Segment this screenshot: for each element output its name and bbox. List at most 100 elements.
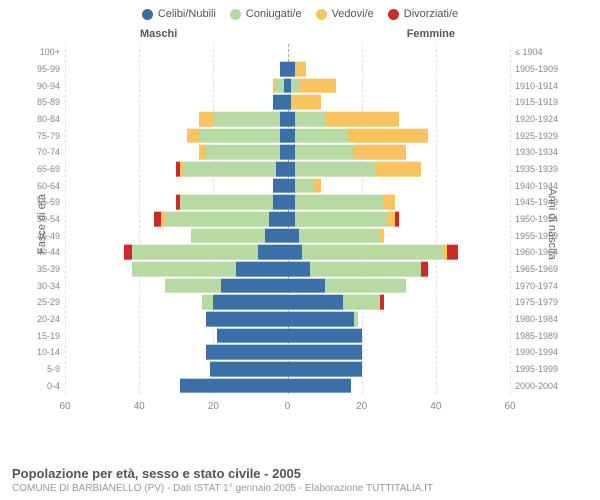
segment-ved [199,112,214,127]
segment-ved [295,62,306,77]
age-tick: 95-99 [20,64,60,74]
age-tick: 90-94 [20,81,60,91]
bar-row [65,244,510,261]
male-bar [280,62,287,77]
segment-con [354,312,358,327]
legend-swatch [316,9,327,20]
birth-tick: 1945-1949 [515,197,580,207]
x-tick: 40 [134,401,145,412]
birth-tick: 1955-1959 [515,231,580,241]
age-tick: 60-64 [20,181,60,191]
birth-tick: 1940-1944 [515,181,580,191]
segment-ved [291,95,321,110]
birth-tick: ≤ 1904 [515,47,580,57]
segment-con [295,212,388,227]
legend: Celibi/NubiliConiugati/eVedovi/eDivorzia… [0,0,600,24]
bar-row [65,361,510,378]
segment-cel [288,328,362,343]
legend-swatch [230,9,241,20]
segment-cel [276,162,287,177]
segment-ved [299,78,336,93]
segment-cel [210,362,288,377]
segment-cel [280,145,287,160]
male-bar [217,328,287,343]
bar-row [65,161,510,178]
chart-title: Popolazione per età, sesso e stato civil… [12,466,433,481]
segment-con [302,245,443,260]
bar-row [65,94,510,111]
segment-ved [388,212,395,227]
segment-con [295,178,314,193]
legend-label: Coniugati/e [246,8,302,20]
segment-cel [288,262,310,277]
segment-ved [380,228,384,243]
age-tick: 25-29 [20,297,60,307]
segment-cel [288,212,295,227]
segment-cel [265,228,287,243]
female-bar [288,62,307,77]
x-tick: 60 [59,401,70,412]
segment-div [447,245,458,260]
segment-div [380,295,384,310]
segment-con [213,112,280,127]
bar-row [65,277,510,294]
male-bar [176,195,287,210]
age-tick: 0-4 [20,381,60,391]
female-bar [288,95,321,110]
footer: Popolazione per età, sesso e stato civil… [12,466,433,494]
segment-ved [347,128,429,143]
x-tick: 40 [430,401,441,412]
birth-tick: 1995-1999 [515,364,580,374]
age-tick: 75-79 [20,131,60,141]
plot-area: 60402002040600-42000-20045-91995-199910-… [65,44,510,394]
female-bar [288,112,399,127]
segment-con [325,278,407,293]
segment-div [124,245,131,260]
segment-ved [313,178,320,193]
bar-row [65,177,510,194]
legend-label: Vedovi/e [332,8,374,20]
segment-cel [217,328,287,343]
male-bar [202,295,287,310]
segment-con [132,245,258,260]
female-bar [288,162,422,177]
female-bar [288,145,407,160]
bar-row [65,61,510,78]
birth-tick: 1935-1939 [515,164,580,174]
segment-cel [269,212,288,227]
age-tick: 30-34 [20,281,60,291]
segment-cel [288,378,351,393]
birth-tick: 1930-1934 [515,147,580,157]
age-tick: 45-49 [20,231,60,241]
birth-tick: 1965-1969 [515,264,580,274]
bar-row [65,144,510,161]
bar-row [65,44,510,61]
segment-cel [288,145,295,160]
birth-tick: 1915-1919 [515,97,580,107]
bar-row [65,344,510,361]
birth-tick: 1905-1909 [515,64,580,74]
female-bar [288,295,384,310]
segment-con [276,78,283,93]
bar-row [65,111,510,128]
female-bar [288,78,336,93]
segment-cel [280,62,287,77]
female-header: Femmine [407,28,455,40]
segment-cel [288,295,344,310]
male-bar [210,362,288,377]
birth-tick: 1970-1974 [515,281,580,291]
female-bar [288,362,362,377]
female-bar [288,328,362,343]
female-bar [288,178,321,193]
bar-row [65,311,510,328]
male-bar [273,178,288,193]
segment-con [206,145,280,160]
age-tick: 70-74 [20,147,60,157]
legend-item: Divorziati/e [388,8,458,20]
segment-cel [280,128,287,143]
female-bar [288,378,351,393]
segment-ved [384,195,395,210]
segment-con [295,162,377,177]
segment-cel [273,195,288,210]
bar-row [65,327,510,344]
